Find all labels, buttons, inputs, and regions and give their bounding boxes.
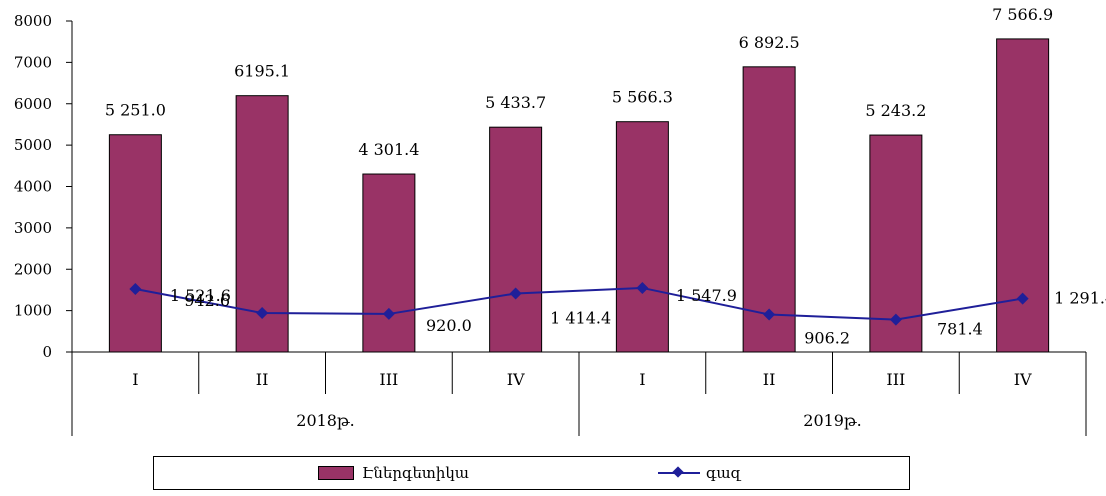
x-category-label: II <box>763 370 776 389</box>
x-category-label: III <box>379 370 398 389</box>
x-category-label: IV <box>507 370 525 389</box>
x-group-label: 2019թ. <box>803 411 861 430</box>
line-data-label: 1 291.4 <box>1054 289 1106 308</box>
y-tick-label: 2000 <box>14 260 52 278</box>
chart-legend: Էներգետիկա գազ <box>153 456 910 490</box>
legend-line-label: գազ <box>706 464 741 482</box>
y-tick-label: 7000 <box>14 53 52 71</box>
y-tick-label: 6000 <box>14 95 52 113</box>
y-tick-label: 4000 <box>14 178 52 196</box>
x-category-label: II <box>256 370 269 389</box>
bar <box>616 122 668 352</box>
bar-data-label: 6195.1 <box>234 62 290 81</box>
legend-diamond-marker <box>672 466 683 477</box>
line-data-label: 942.6 <box>184 291 230 310</box>
bar-data-label: 6 892.5 <box>739 33 800 52</box>
bar-data-label: 5 251.0 <box>105 101 166 120</box>
bar <box>490 127 542 352</box>
line-data-label: 781.4 <box>937 320 983 339</box>
bar-data-label: 7 566.9 <box>992 5 1053 24</box>
line-data-label: 906.2 <box>804 329 850 348</box>
line-data-label: 1 547.9 <box>676 286 737 305</box>
x-category-label: IV <box>1014 370 1032 389</box>
x-category-label: I <box>132 370 138 389</box>
legend-line-swatch <box>658 466 700 480</box>
legend-item-bars: Էներգետիկա <box>318 464 469 482</box>
bar-data-label: 5 433.7 <box>485 93 546 112</box>
y-tick-label: 8000 <box>14 12 52 30</box>
bar-data-label: 5 243.2 <box>865 101 926 120</box>
y-tick-label: 0 <box>42 343 52 361</box>
line-data-label: 920.0 <box>426 316 472 335</box>
legend-bar-swatch <box>318 466 354 480</box>
bar-data-label: 4 301.4 <box>358 140 419 159</box>
legend-bar-label: Էներգետիկա <box>362 464 469 482</box>
y-tick-label: 1000 <box>14 302 52 320</box>
bar <box>363 174 415 352</box>
line-data-label: 1 414.4 <box>550 308 611 327</box>
bar <box>109 135 161 352</box>
x-category-label: I <box>639 370 645 389</box>
x-category-label: III <box>886 370 905 389</box>
bar-data-label: 5 566.3 <box>612 88 673 107</box>
y-tick-label: 5000 <box>14 136 52 154</box>
legend-item-line: գազ <box>658 464 741 482</box>
y-tick-label: 3000 <box>14 219 52 237</box>
x-group-label: 2018թ. <box>296 411 354 430</box>
bar <box>997 39 1049 352</box>
